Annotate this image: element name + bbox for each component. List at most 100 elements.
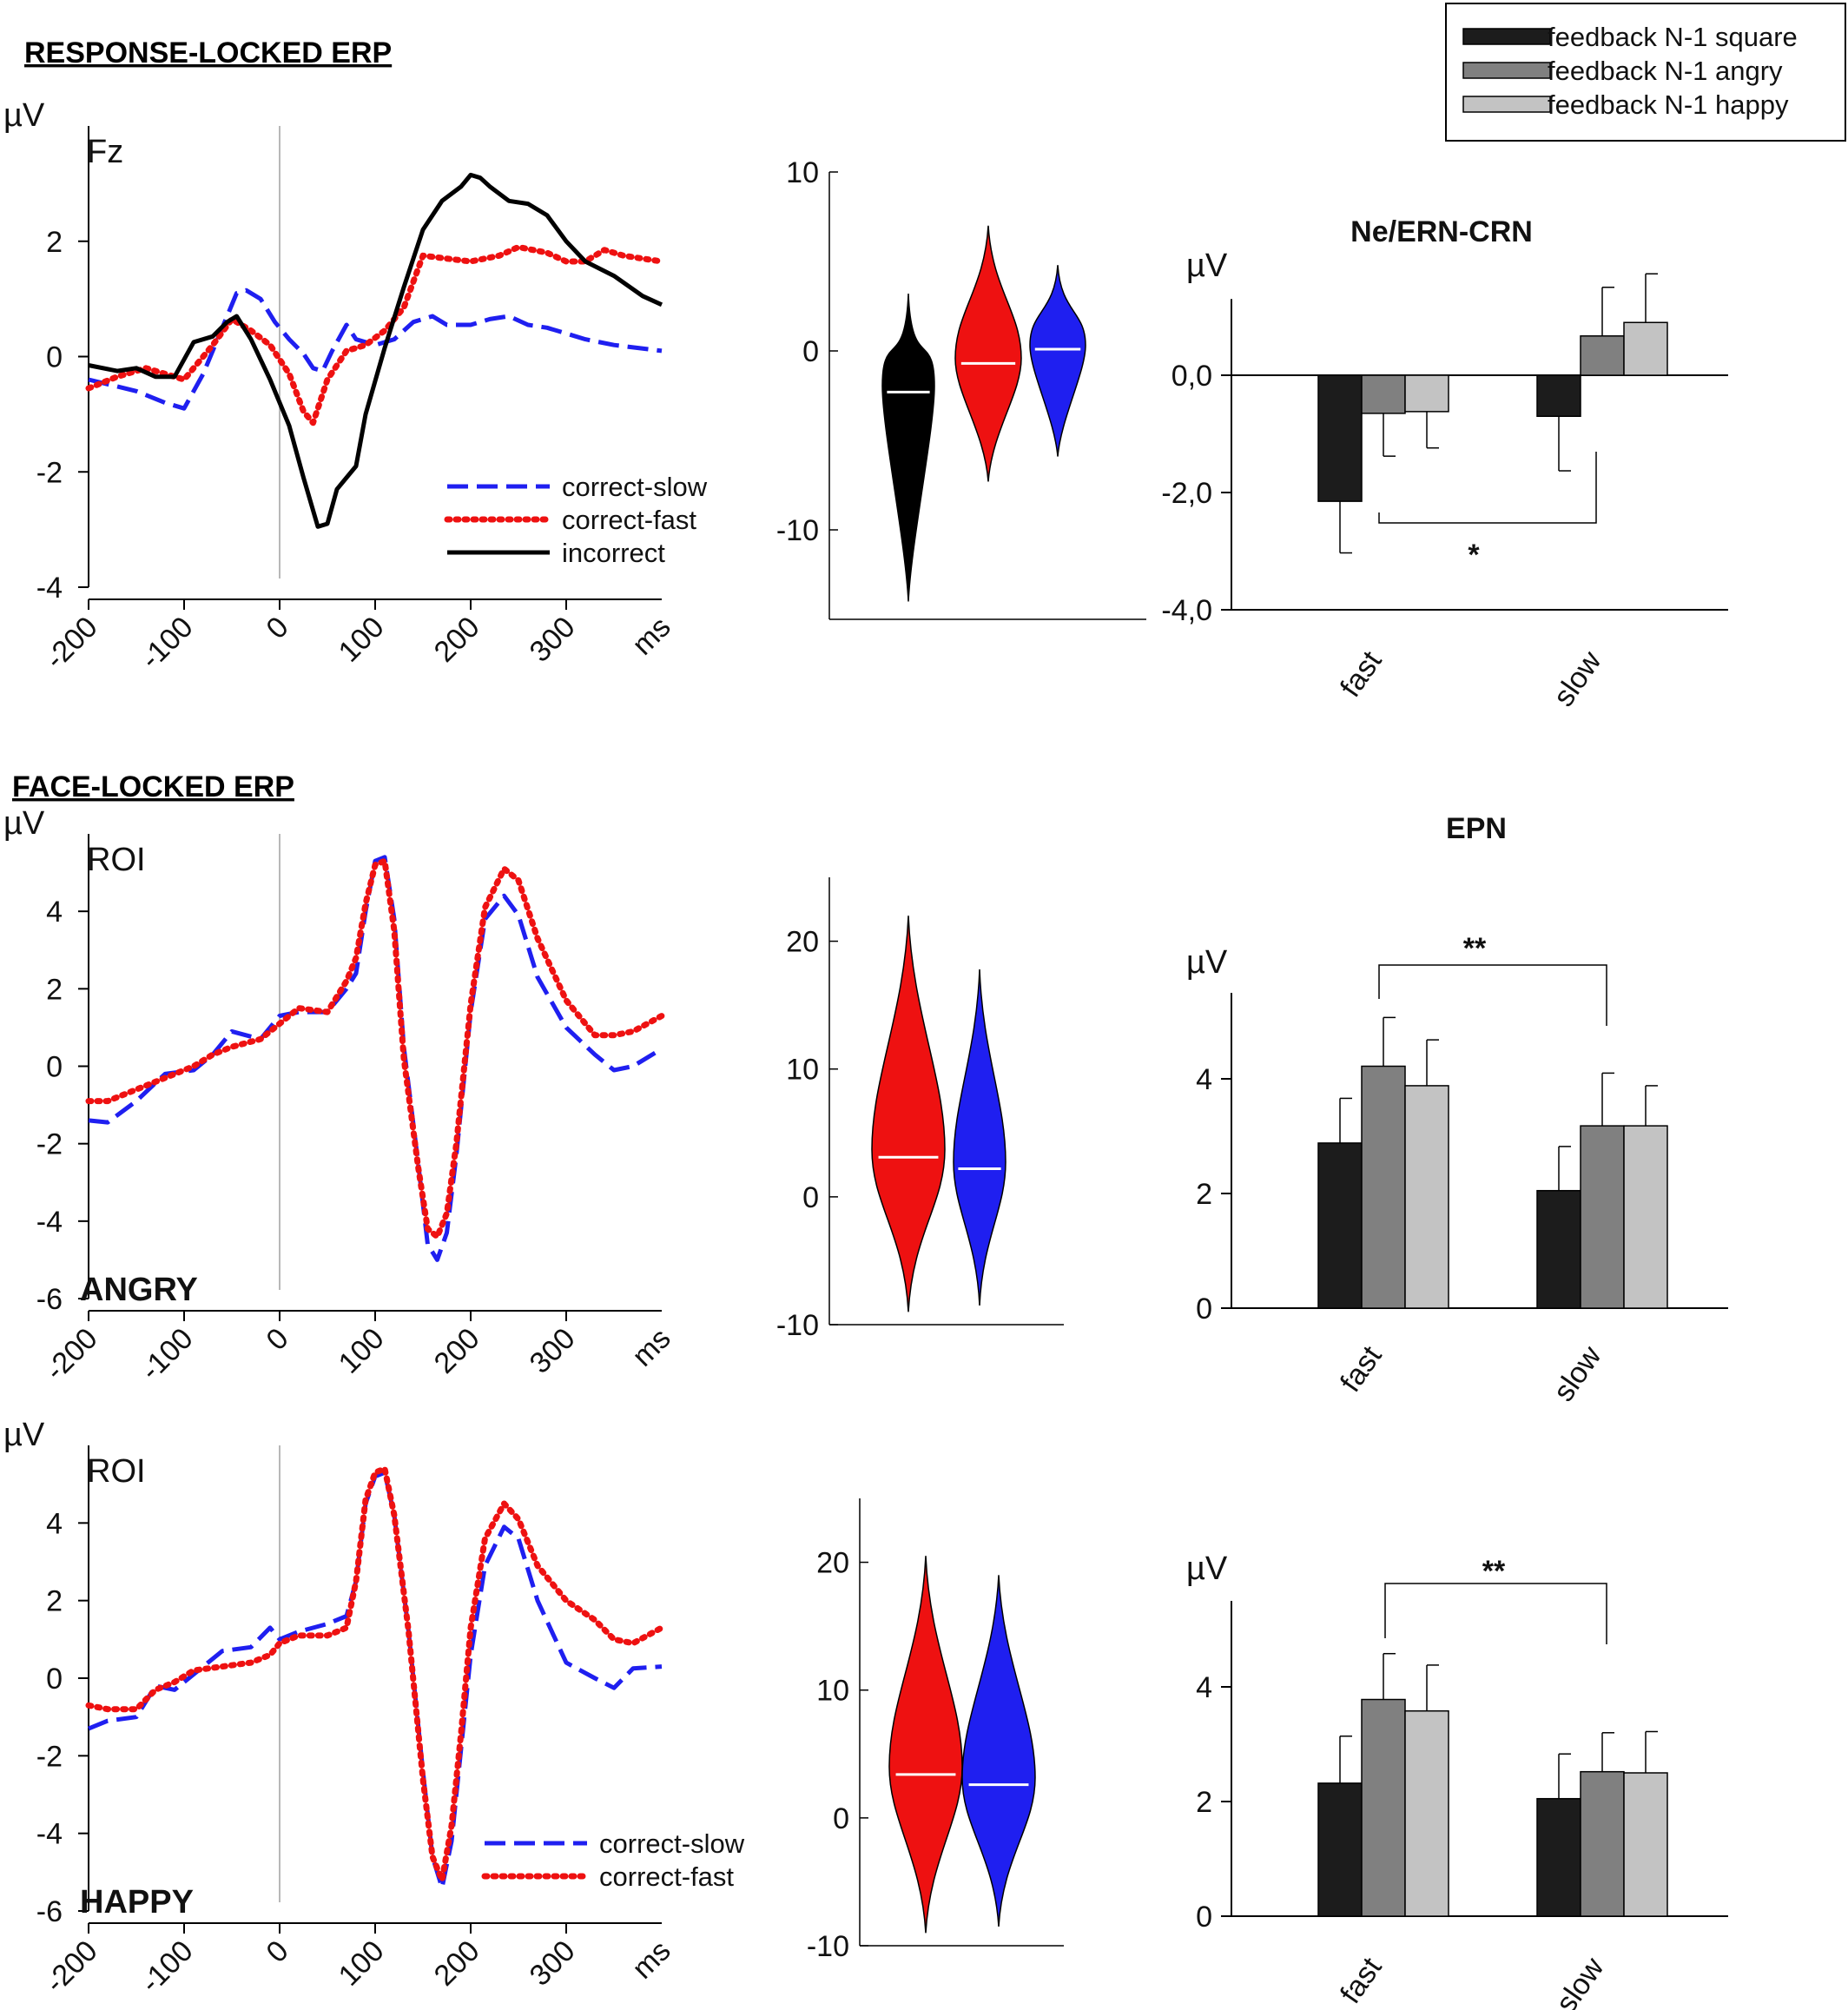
bar_epn_happy-ylabel: µV <box>1186 1550 1228 1587</box>
erp_angry-ytick-label: -4 <box>36 1206 63 1239</box>
bar_ern-ylabel: µV <box>1186 248 1228 284</box>
bar_epn_angry-bar-happy-slow <box>1623 1125 1668 1309</box>
erp_happy-legend-label-slow: correct-slow <box>599 1828 745 1859</box>
bar_ern-significance-label: * <box>1468 539 1480 572</box>
erp_happy-ytick-label: -6 <box>36 1895 63 1928</box>
bar_epn_happy-bar-happy-slow <box>1623 1772 1668 1917</box>
bar_ern-bar-square-fast <box>1317 374 1363 502</box>
violin_response-violin-incorrect <box>881 294 935 602</box>
section-title-response: RESPONSE-LOCKED ERP <box>24 36 392 69</box>
erp_angry-ytick-label: -2 <box>36 1128 63 1161</box>
violin_happy-ytick-label: 20 <box>816 1547 849 1580</box>
bar_epn_happy-significance-bracket <box>1384 1583 1607 1644</box>
bar_epn_happy-ytick-label: 4 <box>1196 1671 1212 1704</box>
bar_epn_angry-ytick-label: 0 <box>1196 1293 1212 1326</box>
legend-swatch-happy <box>1462 96 1551 113</box>
legend-label-angry: feedback N-1 angry <box>1548 56 1783 86</box>
bar_epn_angry-ytick-label: 2 <box>1196 1178 1212 1211</box>
legend-label-happy: feedback N-1 happy <box>1548 89 1789 120</box>
legend-label-square: feedback N-1 square <box>1548 22 1798 52</box>
violin-angry-plot: -10 0 10 20 <box>776 877 1064 1342</box>
bar_ern-bar-angry-fast <box>1361 374 1406 414</box>
erp_angry-ytick-label: 0 <box>46 1051 63 1084</box>
bar_ern-bar-square-slow <box>1536 374 1581 417</box>
violin-happy-plot: -10 0 10 20 <box>807 1498 1064 1963</box>
erp_response-legend-label-fast: correct-fast <box>562 505 696 535</box>
bar_epn_happy-significance-label: ** <box>1482 1555 1506 1588</box>
erp_happy-electrode: ROI <box>87 1453 146 1490</box>
erp_angry-ytick-label: 2 <box>46 973 63 1006</box>
violin_angry-ytick-label: 20 <box>786 926 819 959</box>
violin_response-ytick-label: 10 <box>786 156 819 189</box>
bar_epn_angry-significance-bracket <box>1378 964 1607 1026</box>
bar_epn_angry-title: EPN <box>1446 812 1507 845</box>
bar_epn_happy-bar-square-slow <box>1536 1797 1581 1917</box>
legend-swatch-square <box>1462 28 1551 45</box>
bar_ern-bar-happy-slow <box>1623 321 1668 376</box>
erp_response-series-incorrect <box>88 172 663 529</box>
erp_angry-ylabel: µV <box>3 805 45 842</box>
violin_response-violin-slow <box>1029 265 1086 457</box>
bar_epn_angry-bar-happy-fast <box>1404 1085 1449 1309</box>
erp_happy-ytick-label: 4 <box>46 1507 63 1540</box>
erp_happy-ylabel: µV <box>3 1417 45 1453</box>
erp_angry-condition: ANGRY <box>80 1272 198 1308</box>
erp_response-ytick-label: 0 <box>46 341 63 374</box>
bar_ern-bar-angry-slow <box>1580 335 1625 376</box>
violin_response-violin-fast <box>954 225 1022 482</box>
bar_ern-significance-bracket <box>1378 452 1597 524</box>
bar_epn_happy-ytick-label: 2 <box>1196 1786 1212 1819</box>
erp_angry-electrode: ROI <box>87 842 146 878</box>
bar_ern-bar-happy-fast <box>1404 374 1449 413</box>
erp_response-series-fast <box>85 243 665 426</box>
erp_response-ytick-label: 2 <box>46 226 63 259</box>
top-legend: feedback N-1 square feedback N-1 angry f… <box>1445 3 1846 142</box>
erp_happy-ytick-label: -2 <box>36 1740 63 1773</box>
erp_happy-condition: HAPPY <box>80 1884 194 1921</box>
bar_epn_angry-significance-label: ** <box>1463 932 1487 965</box>
erp_response-legend-label-slow: correct-slow <box>562 472 708 502</box>
erp_response-ylabel: µV <box>3 97 45 134</box>
bar_epn_happy-bar-angry-fast <box>1361 1698 1406 1917</box>
legend-swatch-angry <box>1462 62 1551 79</box>
violin_angry-violin-fast <box>871 916 946 1312</box>
erp_happy-series-fast <box>85 1465 665 1883</box>
violin_response-ytick-label: 0 <box>802 335 819 368</box>
erp_happy-ytick-label: 0 <box>46 1663 63 1696</box>
violin_happy-violin-fast <box>888 1556 963 1934</box>
violin-response-plot: -10 0 10 <box>776 156 1146 620</box>
bar_epn_angry-bar-angry-slow <box>1580 1125 1625 1309</box>
bar_epn_angry-bar-square-slow <box>1536 1189 1581 1309</box>
violin_angry-ytick-label: 10 <box>786 1054 819 1087</box>
erp_angry-ytick-label: 4 <box>46 896 63 929</box>
violin_angry-ytick-label: 0 <box>802 1181 819 1214</box>
section-title-face: FACE-LOCKED ERP <box>12 770 294 803</box>
bar_ern-ytick-label: -2,0 <box>1161 477 1212 510</box>
bar_epn_happy-bar-square-fast <box>1317 1782 1363 1917</box>
bar_epn_angry-bar-square-fast <box>1317 1142 1363 1309</box>
violin_happy-ytick-label: 0 <box>833 1802 849 1835</box>
bar_epn_angry-ylabel: µV <box>1186 944 1228 981</box>
bar_epn_angry-ytick-label: 4 <box>1196 1063 1212 1096</box>
bar_epn_angry-bar-angry-fast <box>1361 1065 1406 1309</box>
bar_epn_happy-bar-happy-fast <box>1404 1709 1449 1917</box>
violin_response-ytick-label: -10 <box>776 514 819 547</box>
bar_epn_happy-bar-angry-slow <box>1580 1770 1625 1917</box>
bar_ern-ytick-label: -4,0 <box>1161 594 1212 627</box>
violin_happy-ytick-label: -10 <box>807 1930 849 1963</box>
bar_ern-title: Ne/ERN-CRN <box>1350 215 1533 248</box>
erp_response-ytick-label: -2 <box>36 456 63 489</box>
bar_ern-ytick-label: 0,0 <box>1172 360 1212 393</box>
erp_response-ytick-label: -4 <box>36 572 63 605</box>
violin_angry-ytick-label: -10 <box>776 1309 819 1342</box>
erp_response-electrode: Fz <box>87 134 123 170</box>
erp_happy-ytick-label: -4 <box>36 1818 63 1851</box>
erp_angry-ytick-label: -6 <box>36 1283 63 1316</box>
violin_happy-violin-slow <box>961 1575 1036 1927</box>
erp_angry-series-fast <box>85 857 665 1240</box>
erp_happy-legend-label-fast: correct-fast <box>599 1861 734 1892</box>
